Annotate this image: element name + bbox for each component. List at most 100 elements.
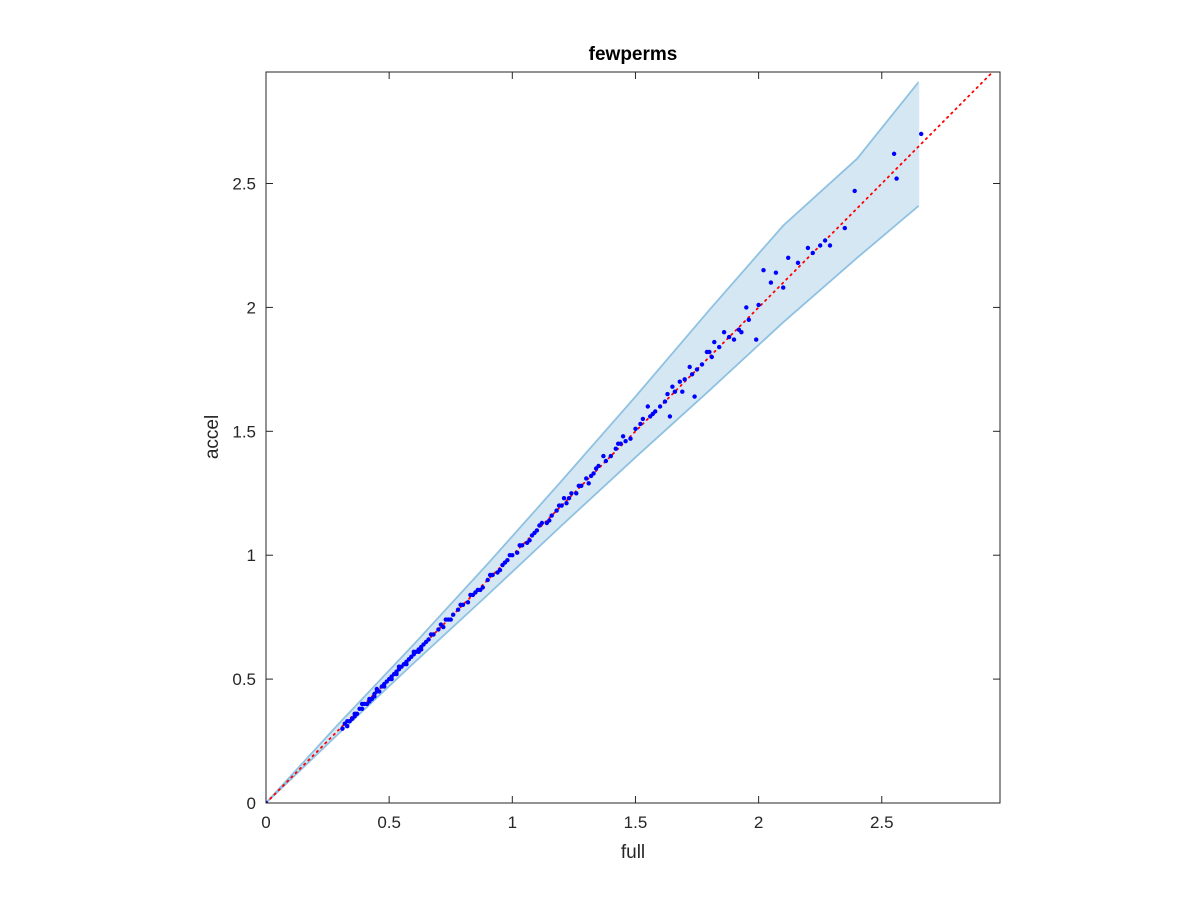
scatter-point [717,344,722,350]
axis-ticks [265,72,1000,804]
scatter-point [372,694,377,699]
scatter-point [473,590,478,595]
scatter-point [350,716,355,721]
scatter-point [438,622,444,627]
scatter-point [667,414,673,419]
scatter-point [502,560,508,565]
scatter-point [672,389,678,394]
scatter-point [818,243,823,248]
scatter-point [810,250,815,256]
scatter-point [574,491,579,496]
scatter-point [374,686,379,692]
x-tick-label: 0 [261,813,270,832]
scatter-point [754,337,759,342]
scatter-point [416,649,421,654]
scatter-point [591,471,596,476]
scatter-point [805,245,811,251]
scatter-point [455,607,461,612]
scatter-point [593,466,599,471]
scatter-point [894,176,899,181]
scatter-point [827,243,833,248]
scatter-point [586,481,591,486]
scatter-point [487,572,493,578]
scatter-point [665,391,670,397]
x-tick-label: 1.5 [624,813,648,832]
scatter-point [515,550,520,555]
scatter-point [687,364,692,370]
scatter-point [682,377,687,382]
scatter-point [744,305,749,310]
scatter-point [428,632,434,637]
scatter-point [670,384,675,389]
scatter-point [692,394,697,399]
scatter-point [549,513,554,518]
scatter-point [623,439,628,444]
x-tick-label: 2.5 [870,813,894,832]
scatter-point [517,543,522,548]
confidence-band-lower-edge [266,205,920,803]
y-tick-label: 1.5 [232,422,256,441]
scatter-point [584,476,589,481]
scatter-point [608,453,613,459]
scatter-point [640,416,646,422]
scatter-point [726,334,732,340]
scatter-point [638,421,643,427]
scatter-point [547,518,552,523]
scatter-point [699,362,705,367]
scatter-point [773,270,779,275]
scatter-point [485,577,490,583]
scatter-point [345,719,350,724]
scatter-point [680,389,685,394]
scatter-point [468,592,473,598]
scatter-point [709,354,714,360]
scatter-point [620,434,626,439]
scatter-point [458,602,463,607]
scatter-point [436,627,441,632]
scatter-point [527,538,532,543]
confidence-band-upper-edge [266,81,920,803]
scatter-point [396,664,402,669]
scatter-point [359,701,365,707]
scatter-point [756,302,761,308]
scatter-point [721,330,727,335]
scatter-point [448,617,453,622]
scatter-point [891,151,897,156]
scatter-point [426,637,431,642]
scatter-point [662,399,668,404]
axis-tick-labels: 0 0.5 1 1.5 2 2.5 0 0.5 1 1.5 2 2.5 [232,175,893,832]
scatter-point [689,372,695,377]
scatter-point [746,317,751,322]
scatter-point [603,458,609,464]
scatter-point [739,330,744,335]
x-tick-label: 1 [508,813,517,832]
y-tick-label: 2.5 [232,175,256,194]
scatter-point [345,724,350,729]
scatter-point [564,501,569,506]
x-tick-label: 2 [754,813,763,832]
scatter-point [569,491,574,496]
scatter-point [768,280,774,285]
scatter-point [712,339,717,345]
scatter-point [404,662,409,667]
scatter-point [657,404,663,409]
scatter-point [618,441,623,446]
scatter-point [537,523,542,528]
scatter-point [566,496,572,501]
scatter-point [554,508,559,513]
scatter-point [266,800,269,803]
scatter-point [761,268,766,273]
scatter-point [822,238,828,243]
scatter-point [781,285,786,290]
y-tick-label: 0.5 [232,670,256,689]
scatter-point [394,671,399,677]
scatter-point [451,612,456,617]
scatter-point [352,711,357,716]
y-tick-label: 2 [247,298,256,317]
scatter-point [613,446,618,451]
scatter-point [731,337,737,342]
scatter-point [694,367,700,372]
scatter-point [645,404,650,409]
scatter-point [677,379,682,384]
scatter-point [340,726,345,731]
